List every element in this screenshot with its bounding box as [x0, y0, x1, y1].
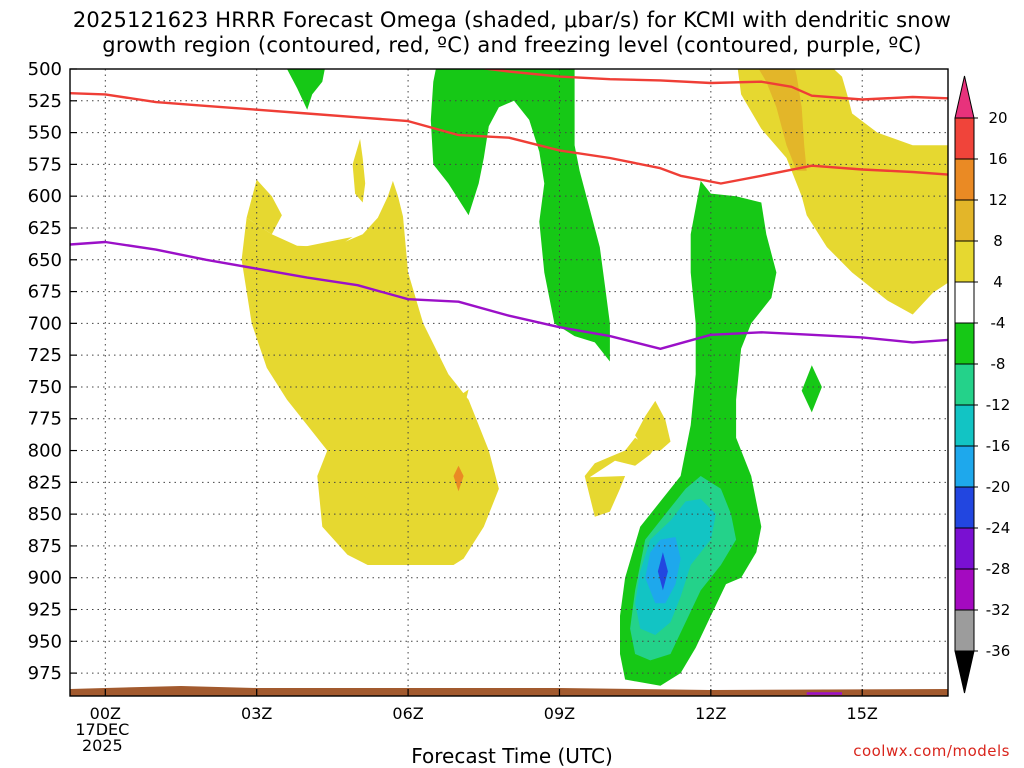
y-tick-label-3: 575 [28, 154, 62, 175]
colorbar-label-10: -24 [986, 519, 1011, 537]
y-tick-label-4: 600 [28, 186, 62, 207]
omega-region-8 [453, 465, 464, 492]
y-tick-label-2: 550 [28, 123, 62, 144]
x-tick-label-5: 15Z [847, 704, 878, 723]
credit-text: coolwx.com/models [853, 742, 1010, 760]
y-tick-label-16: 900 [28, 568, 62, 589]
colorbar-label-11: -28 [986, 560, 1011, 578]
chart-title-line1: 2025121623 HRRR Forecast Omega (shaded, … [72, 8, 952, 32]
y-tick-label-11: 775 [28, 409, 62, 430]
omega-shading [241, 69, 948, 686]
x-tick-label-0: 00Z [90, 704, 121, 723]
chart-title: 2025121623 HRRR Forecast Omega (shaded, … [0, 8, 1024, 58]
y-tick-label-0: 500 [28, 59, 62, 80]
colorbar-band-2 [954, 158, 975, 201]
y-tick-label-17: 925 [28, 600, 62, 621]
y-axis: 500 525 550 575 600 625 650 675 700 725 750 775 800 8… [28, 59, 77, 684]
x-tick-label-3: 09Z [544, 704, 575, 723]
colorbar-band-13 [954, 609, 975, 652]
colorbar-band-3 [954, 199, 975, 242]
x-tick-label-2: 06Z [392, 704, 423, 723]
colorbar-label-9: -20 [986, 478, 1011, 496]
colorbar-band-10 [954, 486, 975, 529]
y-tick-label-15: 875 [28, 536, 62, 557]
colorbar-band-7 [954, 363, 975, 406]
omega-region-1 [246, 179, 282, 235]
y-tick-label-8: 700 [28, 313, 62, 334]
colorbar-label-4: 4 [993, 273, 1003, 291]
colorbar-label-2: 12 [988, 191, 1007, 209]
colorbar-band-5 [954, 281, 975, 324]
omega-region-12 [801, 365, 822, 413]
colorbar-band-1 [954, 117, 975, 160]
colorbar-label-1: 16 [988, 150, 1007, 168]
omega-region-2 [292, 236, 469, 502]
omega-region-10 [430, 69, 610, 362]
contour-line-0 [70, 92, 948, 185]
y-tick-label-10: 750 [28, 377, 62, 398]
y-tick-label-12: 800 [28, 441, 62, 462]
y-tick-label-18: 950 [28, 631, 62, 652]
chart-title-line2: growth region (contoured, red, ºC) and f… [102, 33, 922, 57]
colorbar-band-9 [954, 445, 975, 488]
colorbar-label-0: 20 [988, 109, 1007, 127]
x-tick-sublabel-year: 2025 [82, 736, 123, 755]
x-tick-label-4: 12Z [695, 704, 726, 723]
contour-line-1 [479, 69, 948, 101]
colorbar-label-3: 8 [993, 232, 1003, 250]
colorbar-label-12: -32 [986, 601, 1011, 619]
y-tick-label-5: 625 [28, 218, 62, 239]
omega-region-4 [584, 437, 661, 517]
x-tick-sublabel-date: 17DEC [75, 720, 129, 739]
colorbar: 20 16 12 8 4 -4 -8 -12 -16 -20 -24 -28 -32 -36 [954, 75, 1011, 694]
contour-layer [70, 69, 948, 695]
colorbar-bottom-arrow [954, 650, 975, 694]
y-tick-label-1: 525 [28, 91, 62, 112]
y-tick-label-14: 850 [28, 504, 62, 525]
colorbar-top-arrow [954, 75, 975, 119]
colorbar-label-6: -8 [991, 355, 1006, 373]
omega-region-9 [287, 69, 325, 110]
colorbar-band-11 [954, 527, 975, 570]
y-tick-label-7: 675 [28, 282, 62, 303]
colorbar-band-6 [954, 322, 975, 365]
contour-line-2 [70, 240, 948, 350]
colorbar-label-13: -36 [986, 642, 1011, 660]
omega-region-0 [241, 180, 499, 565]
y-tick-label-9: 725 [28, 345, 62, 366]
colorbar-label-7: -12 [986, 396, 1011, 414]
plot-frame [69, 68, 949, 697]
colorbar-band-12 [954, 568, 975, 611]
colorbar-label-8: -16 [986, 437, 1011, 455]
colorbar-band-4 [954, 240, 975, 283]
y-tick-label-13: 825 [28, 472, 62, 493]
omega-region-7 [758, 69, 807, 171]
omega-region-16 [657, 552, 668, 591]
colorbar-label-5: -4 [991, 314, 1006, 332]
omega-region-5 [635, 400, 671, 451]
grid-layer [70, 68, 948, 696]
x-tick-label-1: 03Z [241, 704, 272, 723]
ground-layer [70, 686, 948, 696]
y-tick-label-6: 650 [28, 250, 62, 271]
ground-surface [70, 686, 948, 696]
x-axis-title: Forecast Time (UTC) [411, 744, 613, 768]
colorbar-band-8 [954, 404, 975, 447]
y-tick-label-19: 975 [28, 663, 62, 684]
omega-region-3 [352, 138, 366, 203]
